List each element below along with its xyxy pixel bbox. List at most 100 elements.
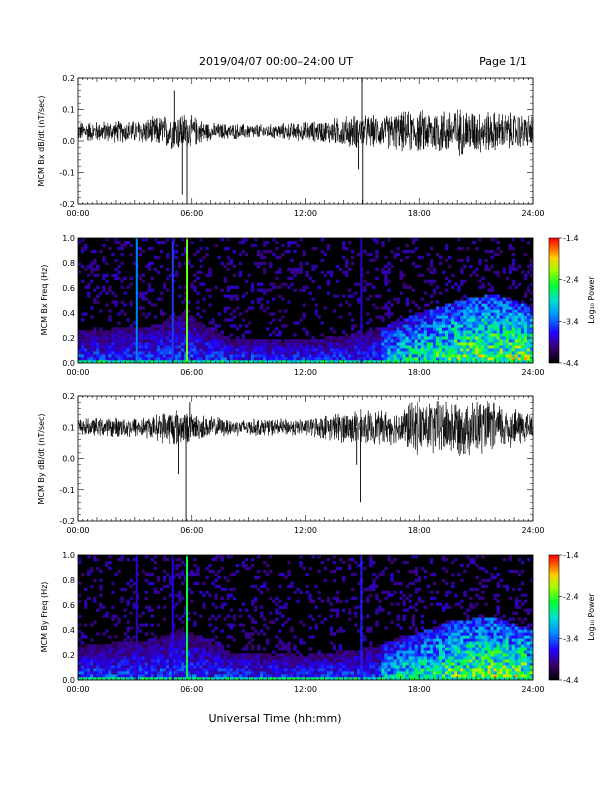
spectrogram-cell [165, 656, 170, 660]
spectrogram-cell [96, 294, 100, 298]
spectrogram-cell [169, 581, 173, 586]
spectrogram-cell [87, 653, 91, 657]
spectrogram-cell [399, 273, 403, 277]
spectrogram-cell [372, 342, 376, 346]
spectrogram-cell [442, 348, 446, 352]
spectrogram-cell [193, 641, 197, 645]
spectrogram-cell [269, 261, 273, 266]
spectrogram-cell [523, 327, 528, 331]
spectrogram-cell [529, 315, 534, 319]
spectrogram-cell [208, 357, 212, 361]
spectrogram-cell [314, 351, 318, 355]
spectrogram-cell [193, 671, 197, 675]
spectrogram-cell [502, 342, 506, 346]
spectrogram-cell [387, 357, 391, 361]
spectrogram-cell [411, 327, 415, 331]
spectrogram-cell [432, 360, 437, 364]
spectrogram-cell [253, 584, 258, 589]
spectrogram-cell [378, 315, 382, 319]
spectrogram-cell [405, 342, 409, 346]
spectrogram-cell [256, 360, 261, 364]
spectrogram-cell [387, 327, 391, 331]
spectrogram-cell [499, 321, 503, 325]
spectrogram-cell [411, 360, 415, 364]
spectrogram-cell [487, 348, 491, 352]
spectrogram-cell [123, 354, 127, 358]
spectrogram-cell [96, 677, 100, 681]
spectrogram-cell [120, 671, 124, 675]
spectrogram-cell [405, 318, 409, 322]
spectrogram-cell [384, 255, 388, 260]
spectrogram-cell [123, 662, 127, 666]
spectrogram-cell [454, 282, 458, 286]
spectrogram-cell [111, 273, 115, 277]
spectrogram-cell [426, 357, 431, 361]
spectrogram-cell [284, 647, 288, 651]
spectrogram-cell [366, 312, 370, 316]
spectrogram-cell [244, 677, 249, 681]
spectrogram-cell [150, 671, 155, 675]
spectrogram-cell [357, 282, 361, 286]
spectrogram-cell [442, 360, 446, 364]
spectrogram-cell [387, 339, 391, 343]
spectrogram-cell [275, 255, 279, 260]
spectrogram-cell [417, 348, 422, 352]
spectrogram-cell [211, 602, 215, 606]
spectrogram-cell [247, 665, 252, 669]
spectrogram-cell [102, 348, 106, 352]
spectrogram-cell [451, 336, 455, 340]
spectrogram-cell [402, 273, 406, 277]
spectrogram-cell [442, 336, 446, 340]
spectrogram-cell [511, 339, 516, 343]
spectrogram-cell [175, 614, 179, 618]
spectrogram-cell [187, 671, 191, 675]
spectrogram-cell [281, 662, 285, 666]
spectrogram-cell [132, 605, 136, 609]
spectrogram-cell [363, 345, 367, 349]
spectrogram-cell [187, 348, 191, 352]
spectrogram-cell [472, 300, 476, 304]
spectrogram-cell [81, 668, 85, 672]
spectrogram-cell [187, 644, 191, 648]
spectrogram-cell [153, 566, 158, 571]
spectrogram-cell [159, 348, 164, 352]
spectrogram-cell [247, 273, 252, 277]
spectrogram-cell [414, 330, 419, 334]
spectrogram-cell [169, 336, 173, 340]
spectrogram-cell [223, 306, 227, 310]
spectrogram-cell [511, 306, 516, 310]
spectrogram-cell [105, 330, 109, 334]
spectrogram-cell [99, 357, 103, 361]
spectrogram-cell [132, 336, 136, 340]
spectrogram-cell [169, 357, 173, 361]
spectrogram-cell [475, 330, 479, 334]
spectrogram-cell [326, 342, 331, 346]
spectrogram-cell [223, 276, 227, 280]
spectrogram-cell [141, 653, 146, 657]
spectrogram-cell [205, 641, 209, 645]
spectrogram-cell [442, 324, 446, 328]
spectrogram-cell [423, 324, 428, 328]
spectrogram-cell [435, 321, 440, 325]
spectrogram-cell [105, 674, 109, 678]
spectrogram-cell [153, 324, 158, 328]
spectrogram-cell [178, 593, 182, 597]
spectrogram-cell [511, 327, 516, 331]
spectrogram-cell [247, 635, 252, 639]
spectrogram-cell [411, 342, 415, 346]
spectrogram-cell [375, 255, 379, 260]
spectrogram-cell [181, 569, 185, 574]
spectrogram-cell [426, 348, 431, 352]
spectrogram-cell [296, 360, 300, 364]
spectrogram-cell [496, 297, 500, 301]
spectrogram-cell [438, 339, 443, 343]
spectrogram-cell [335, 357, 340, 361]
spectrogram-cell [202, 357, 206, 361]
spectrogram-cell [141, 273, 146, 277]
spectrogram-cell [117, 659, 121, 663]
spectrogram-cell [126, 336, 130, 340]
spectrogram-cell [517, 342, 522, 346]
spectrogram-cell [451, 339, 455, 343]
spectrogram-cell [117, 333, 121, 337]
spectrogram-cell [117, 342, 121, 346]
